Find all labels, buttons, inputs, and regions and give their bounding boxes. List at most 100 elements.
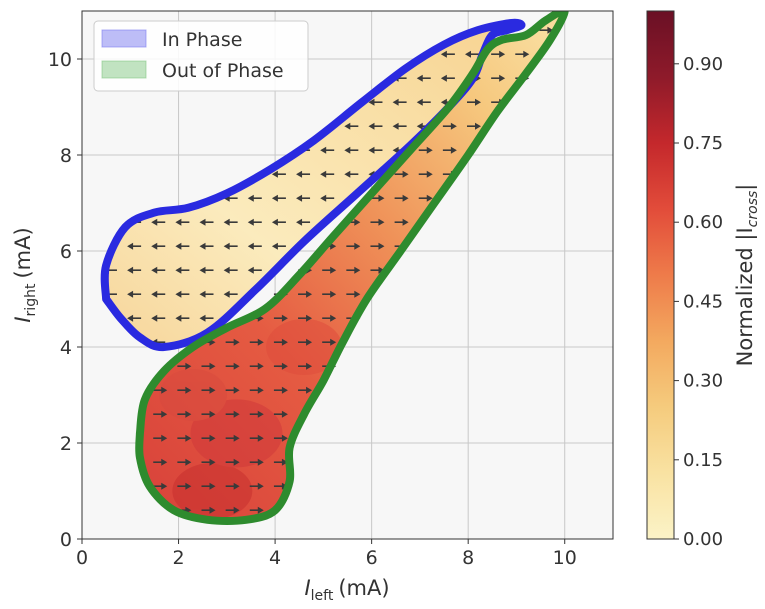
- arrow-head: [247, 266, 254, 274]
- x-tick-label: 4: [269, 547, 281, 569]
- arrow-head: [402, 170, 409, 178]
- x-tick-label: 6: [366, 547, 378, 569]
- x-tick-label: 10: [553, 547, 577, 569]
- y-tick-label: 6: [60, 241, 72, 263]
- arrow-head: [185, 458, 192, 466]
- legend-swatch-in-phase: [101, 29, 147, 48]
- arrow-head: [450, 122, 457, 130]
- vector-arrow: [467, 98, 482, 106]
- arrow-head: [257, 386, 264, 394]
- arrow-head: [185, 434, 192, 442]
- arrow-head: [523, 50, 530, 58]
- arrow-head: [465, 50, 472, 58]
- arrow-head: [209, 410, 216, 418]
- arrow-head: [199, 290, 206, 298]
- vector-arrow: [153, 458, 168, 466]
- vector-arrow: [320, 170, 335, 178]
- vector-arrow: [225, 410, 240, 418]
- colorbar-ticks: 0.00 0.15 0.30 0.45 0.60 0.75 0.90: [674, 54, 723, 550]
- vector-arrow: [225, 458, 240, 466]
- vector-arrow: [225, 386, 240, 394]
- vector-arrow: [392, 122, 407, 130]
- vector-arrow: [298, 338, 313, 346]
- arrow-head: [378, 194, 385, 202]
- vector-arrow: [418, 146, 433, 154]
- vector-arrow: [368, 146, 383, 154]
- vector-arrow: [418, 170, 433, 178]
- arrow-head: [547, 26, 554, 34]
- colorbar-tick-label: 0.60: [683, 212, 723, 233]
- vector-arrow: [177, 458, 192, 466]
- arrow-head: [330, 290, 337, 298]
- arrow-head: [247, 194, 254, 202]
- vector-arrow: [394, 218, 409, 226]
- arrow-head: [320, 146, 327, 154]
- vector-arrow: [416, 98, 431, 106]
- watermark: 知乎 @摩尔芯创: [583, 570, 708, 590]
- vector-arrow: [273, 338, 288, 346]
- vector-arrow: [370, 266, 385, 274]
- arrow-head: [151, 314, 158, 322]
- arrow-head: [378, 242, 385, 250]
- vector-arrow: [249, 410, 264, 418]
- vector-arrow: [298, 362, 313, 370]
- legend: In Phase Out of Phase: [93, 20, 309, 92]
- vector-arrow: [151, 266, 166, 274]
- colorbar-tick-label: 0.90: [683, 54, 723, 75]
- arrow-head: [271, 242, 278, 250]
- arrow-head: [440, 74, 447, 82]
- arrow-head: [233, 434, 240, 442]
- vector-arrow: [151, 218, 166, 226]
- vector-arrow: [177, 386, 192, 394]
- vector-arrow: [175, 314, 190, 322]
- arrow-head: [161, 386, 168, 394]
- arrow-head: [209, 506, 216, 514]
- vector-arrow: [127, 266, 142, 274]
- arrow-head: [223, 266, 230, 274]
- region-outline-in-phase: [100, 18, 526, 352]
- arrow-head: [320, 194, 327, 202]
- arrow-head: [392, 98, 399, 106]
- vector-arrow: [151, 314, 166, 322]
- vector-arrow: [273, 458, 288, 466]
- vector-arrow: [127, 242, 142, 250]
- vector-arrow: [177, 482, 192, 490]
- arrow-head: [306, 290, 313, 298]
- y-tick-label: 2: [60, 433, 72, 455]
- vector-arrow: [199, 266, 214, 274]
- region-fill-out-of-phase: [139, 11, 565, 521]
- arrow-head: [306, 314, 313, 322]
- vector-arrow: [440, 74, 455, 82]
- vector-arrow: [225, 434, 240, 442]
- arrow-head: [475, 122, 482, 130]
- vector-arrow: [247, 218, 262, 226]
- vector-arrow: [346, 266, 361, 274]
- arrow-head: [426, 170, 433, 178]
- vector-arrow: [127, 290, 142, 298]
- colorbar-tick-label: 0.30: [683, 371, 723, 392]
- region-fill-in-phase: [104, 22, 522, 348]
- arrow-head: [257, 434, 264, 442]
- legend-label-in-phase: In Phase: [162, 29, 242, 51]
- vector-arrow: [271, 218, 286, 226]
- vector-arrow: [271, 170, 286, 178]
- arrow-head: [450, 146, 457, 154]
- colorbar-gradient: [647, 11, 674, 539]
- vector-arrow: [201, 362, 216, 370]
- colorbar: 0.00 0.15 0.30 0.45 0.60 0.75 0.90 Normalized …: [646, 10, 761, 550]
- arrow-head: [306, 362, 313, 370]
- x-tick-label: 2: [172, 547, 184, 569]
- vector-arrow: [249, 506, 264, 514]
- arrow-head: [344, 122, 351, 130]
- vector-arrow: [199, 314, 214, 322]
- vector-arrow: [368, 122, 383, 130]
- arrow-head: [223, 290, 230, 298]
- vector-arrow: [201, 434, 216, 442]
- arrow-head: [209, 434, 216, 442]
- vector-arrow: [273, 314, 288, 322]
- arrow-head: [185, 410, 192, 418]
- legend-swatch-out-of-phase: [101, 60, 147, 79]
- vector-arrow: [392, 98, 407, 106]
- arrow-head: [151, 266, 158, 274]
- vector-arrow: [225, 506, 240, 514]
